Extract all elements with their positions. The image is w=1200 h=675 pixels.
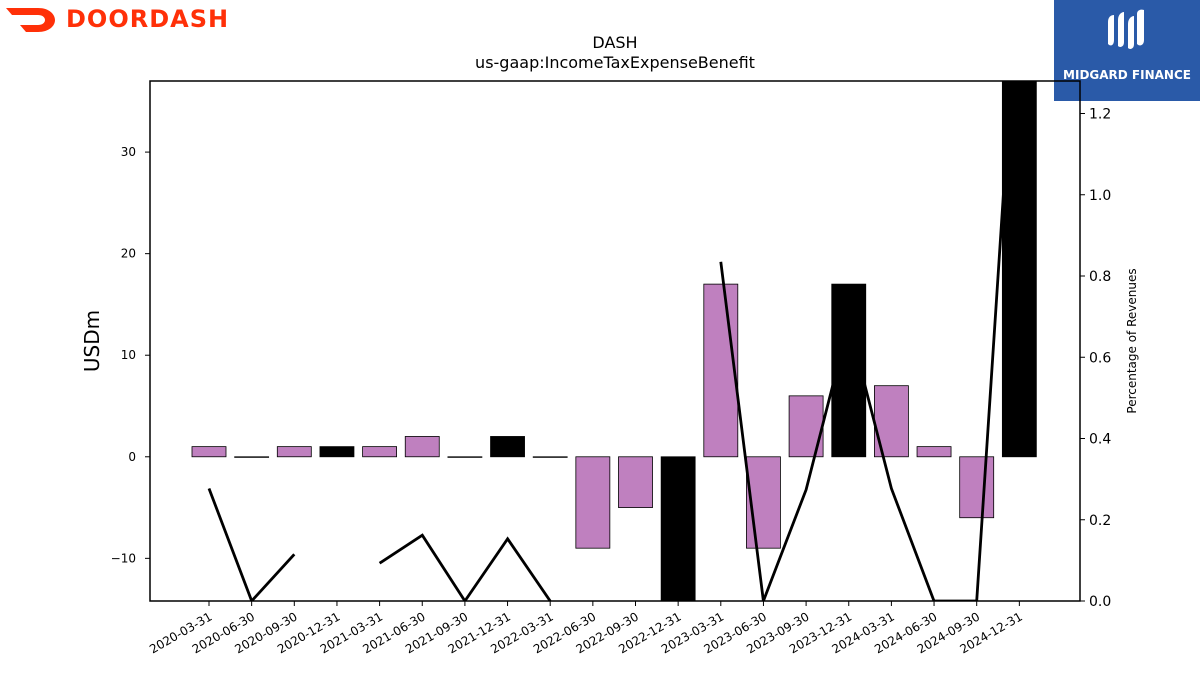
bar-2021-09-30 — [447, 456, 483, 458]
bar-2020-12-31 — [319, 446, 355, 458]
midgard-emblem-icon — [1108, 9, 1144, 49]
y2-tick-label: 0.0 — [1089, 594, 1111, 610]
bar-2022-06-30 — [575, 456, 611, 549]
bar-2020-03-31 — [191, 446, 227, 458]
right-axis: 0.0 0.2 0.4 0.6 0.8 1.0 1.2 — [1080, 107, 1111, 610]
y2-tick-label: 0.4 — [1089, 432, 1111, 448]
y2-tick-label: 0.8 — [1089, 269, 1111, 285]
y-tick-label: 20 — [121, 247, 136, 261]
y2-tick-label: 0.2 — [1089, 513, 1111, 529]
bar-2022-09-30 — [618, 456, 653, 508]
y-tick-label: 10 — [121, 348, 136, 362]
bar-2023-03-31 — [703, 283, 739, 458]
bar-2024-06-30 — [916, 446, 952, 458]
y-tick-label: 0 — [128, 450, 136, 464]
midgard-wordmark: MIDGARD FINANCE — [1063, 68, 1191, 82]
doordash-dash-icon — [6, 8, 55, 32]
y-tick-label: −10 — [111, 551, 136, 565]
y2-tick-label: 1.0 — [1089, 188, 1111, 204]
chart-title: DASH — [592, 33, 637, 52]
bar-2020-06-30 — [234, 456, 270, 458]
left-axis: −10 0 10 20 30 — [111, 145, 150, 565]
y2-tick-label: 1.2 — [1089, 107, 1111, 123]
y-tick-label: 30 — [121, 145, 136, 159]
plot-frame — [149, 80, 1081, 602]
y2-tick-label: 0.6 — [1089, 350, 1111, 366]
bar-2022-03-31 — [532, 456, 568, 458]
y2-axis-label: Percentage of Revenues — [1125, 268, 1139, 413]
percentage-of-revenues-line — [207, 81, 1013, 601]
bar-2021-12-31 — [490, 436, 525, 458]
bar-2020-09-30 — [276, 446, 312, 458]
y-axis-label: USDm — [80, 310, 104, 372]
bar-2021-06-30 — [404, 436, 440, 458]
bar-2021-03-31 — [362, 446, 398, 458]
midgard-finance-logo: MIDGARD FINANCE — [1054, 0, 1200, 101]
bar-2024-09-30 — [959, 456, 995, 519]
bar-2022-12-31 — [660, 456, 696, 602]
x-axis: 2020-03-312020-06-302020-09-302020-12-31… — [147, 601, 1025, 656]
doordash-wordmark: DOORDASH — [66, 5, 230, 33]
doordash-logo: DOORDASH — [4, 4, 229, 34]
chart-subtitle: us-gaap:IncomeTaxExpenseBenefit — [475, 53, 755, 72]
bars-layer — [191, 80, 1037, 602]
line-layer — [207, 81, 1013, 601]
